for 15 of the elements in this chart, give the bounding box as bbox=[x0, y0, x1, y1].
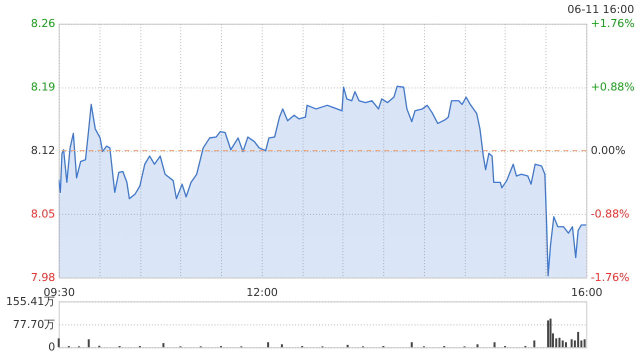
y-tick-label: 8.05 bbox=[30, 208, 56, 221]
y-tick-label: 77.70万 bbox=[12, 318, 56, 331]
y2-tick-label: -0.88% bbox=[590, 208, 630, 221]
y2-tick-label: +0.88% bbox=[590, 80, 635, 94]
x-tick-label: 16:00 bbox=[570, 286, 603, 299]
y2-tick-label: +1.76% bbox=[590, 17, 635, 30]
y-tick-label: 8.26 bbox=[30, 17, 56, 30]
y-tick-label: 8.12 bbox=[30, 144, 56, 158]
y-tick-label: 7.98 bbox=[30, 271, 56, 284]
text: 06-11 16:00 bbox=[567, 2, 634, 16]
y-tick-label: 0 bbox=[48, 340, 56, 354]
y-tick-label: 8.19 bbox=[30, 80, 56, 94]
y2-tick-label: -1.76% bbox=[590, 271, 630, 284]
x-tick-label: 12:00 bbox=[246, 286, 278, 299]
y2-tick-label: 0.00% bbox=[590, 144, 626, 158]
